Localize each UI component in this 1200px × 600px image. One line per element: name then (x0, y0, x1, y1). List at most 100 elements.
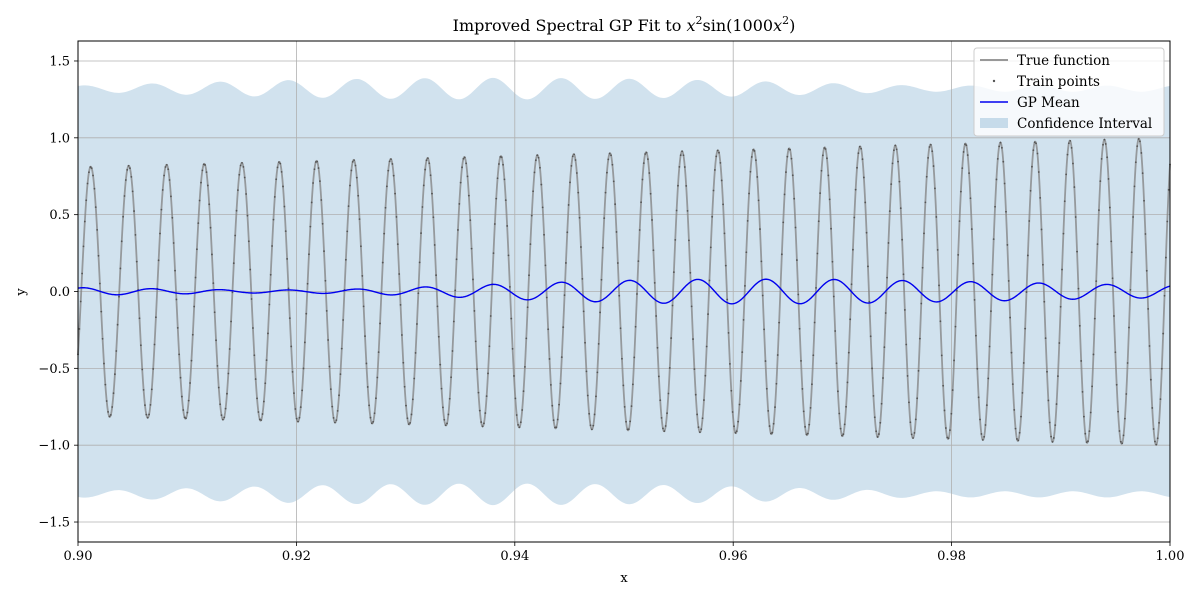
train-point (126, 168, 129, 171)
train-point (935, 216, 938, 218)
train-point (420, 232, 422, 235)
train-point (539, 166, 541, 169)
train-point (928, 146, 931, 148)
train-point (1033, 141, 1036, 144)
train-point (618, 294, 621, 297)
y-tick-label: 0.5 (49, 208, 70, 223)
train-point (1047, 399, 1050, 402)
train-point (694, 393, 697, 396)
train-point (444, 424, 447, 427)
train-point (664, 425, 667, 427)
legend-train-points-label: Train points (1017, 74, 1100, 90)
train-point (532, 190, 535, 193)
train-point (328, 365, 331, 368)
train-point (682, 154, 685, 157)
train-point (469, 219, 472, 222)
train-point (824, 148, 827, 150)
train-point (257, 411, 260, 413)
train-point (161, 189, 164, 191)
train-point (841, 434, 843, 437)
train-point (789, 148, 791, 151)
train-point (472, 278, 474, 281)
train-point (448, 397, 451, 400)
y-tick-label: −1.0 (38, 439, 70, 454)
train-point (775, 382, 778, 385)
train-point (79, 300, 82, 303)
y-tick-layer: −1.5 −1.0 −0.5 0.0 0.5 1.0 1.5 (38, 54, 78, 531)
train-point (272, 218, 275, 221)
train-point (595, 395, 597, 398)
train-point (914, 418, 917, 421)
train-point (1152, 428, 1155, 430)
train-point (563, 294, 566, 297)
train-point (406, 417, 409, 420)
train-point (323, 250, 325, 253)
train-point (152, 368, 155, 370)
train-point (1010, 351, 1013, 354)
train-point (910, 433, 913, 436)
train-point (1137, 138, 1140, 140)
train-point (239, 164, 242, 167)
train-point (999, 141, 1002, 144)
train-point (994, 205, 996, 208)
train-point (771, 431, 774, 434)
train-point (377, 351, 380, 354)
train-point (1151, 407, 1154, 409)
train-point (149, 403, 152, 406)
train-point (551, 404, 554, 407)
train-point (1024, 327, 1027, 330)
train-point (873, 416, 876, 419)
train-point (722, 203, 724, 206)
train-point (864, 201, 867, 204)
train-point (1119, 440, 1122, 443)
train-point (709, 246, 712, 249)
title-prefix: Improved Spectral GP Fit to (453, 16, 687, 35)
train-point (455, 258, 458, 261)
train-point (178, 353, 181, 356)
train-point (975, 334, 977, 337)
train-point (1009, 316, 1011, 319)
train-point (1074, 216, 1077, 218)
train-point (108, 415, 111, 418)
train-point (1003, 182, 1006, 185)
train-point (1098, 209, 1100, 212)
train-point (462, 157, 465, 160)
train-point (432, 216, 435, 219)
y-tick-label: 1.0 (49, 131, 70, 146)
train-point (86, 182, 89, 185)
train-point (403, 385, 406, 388)
train-point (552, 419, 555, 422)
train-point (623, 405, 626, 408)
train-point (498, 163, 500, 165)
train-point (321, 222, 324, 225)
train-point (381, 261, 384, 264)
train-point (985, 404, 988, 407)
train-point (101, 337, 104, 340)
train-point (1122, 434, 1125, 437)
train-point (1055, 403, 1058, 405)
train-point (1091, 385, 1093, 388)
train-point (816, 252, 819, 255)
train-point (150, 388, 153, 391)
train-point (502, 163, 504, 166)
train-point (122, 215, 124, 218)
train-point (1076, 250, 1078, 253)
train-point (1125, 393, 1128, 395)
train-point (474, 340, 477, 343)
title-math-sup1: 2 (695, 14, 702, 27)
train-point (918, 337, 921, 340)
train-point (436, 305, 439, 308)
train-point (247, 240, 250, 243)
train-point (242, 166, 245, 168)
train-point (739, 380, 742, 382)
train-point (761, 294, 764, 297)
train-point (589, 424, 592, 427)
train-point (478, 409, 481, 412)
train-point (543, 233, 545, 236)
train-point (278, 161, 280, 164)
train-point (180, 395, 183, 398)
train-point (97, 254, 100, 257)
train-point (1111, 277, 1114, 280)
train-point (603, 217, 606, 220)
train-point (426, 157, 429, 160)
